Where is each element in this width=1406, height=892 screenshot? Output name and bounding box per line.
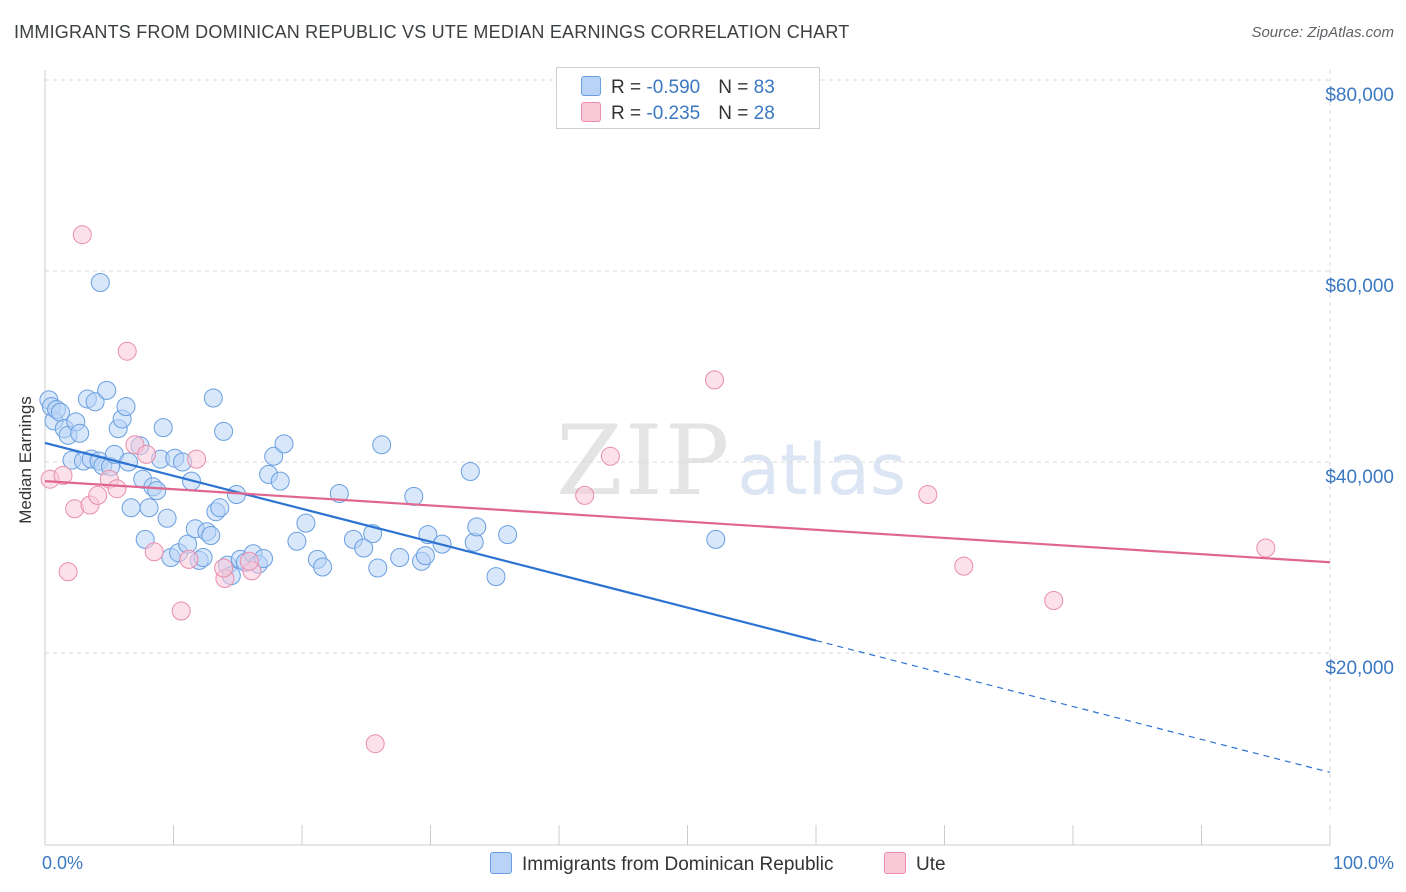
y-tick-label-0: $20,000	[1325, 658, 1394, 679]
point-ute-24	[1044, 591, 1064, 610]
point-dominican-44	[203, 388, 223, 408]
point-dominican-80	[498, 525, 518, 545]
point-ute-12	[144, 542, 164, 562]
point-ute-15	[187, 449, 207, 469]
source-label: Source: ZipAtlas.com	[1251, 24, 1394, 41]
point-ute-26	[214, 558, 234, 578]
point-dominican-29	[147, 481, 167, 501]
legend-item-ute: Ute	[884, 852, 946, 876]
point-ute-19	[575, 485, 595, 505]
trend-line-ute	[44, 480, 1331, 564]
point-dominican-16	[97, 380, 117, 400]
y-axis-label: Median Earnings	[16, 396, 35, 524]
point-dominican-13	[85, 392, 105, 412]
point-dominican-57	[264, 446, 284, 466]
point-dominican-23	[121, 498, 141, 518]
point-dominican-31	[153, 418, 173, 438]
point-ute-6	[88, 485, 108, 505]
point-ute-21	[705, 370, 724, 390]
point-dominican-21	[116, 397, 136, 417]
point-dominican-66	[354, 538, 374, 558]
point-dominican-46	[210, 498, 230, 518]
point-ute-14	[179, 549, 199, 569]
point-ute-18	[365, 734, 385, 754]
trend-line-dominican-extension	[815, 640, 1331, 773]
point-dominican-60	[296, 513, 316, 533]
point-dominican-32	[157, 508, 177, 528]
trend-line-dominican	[44, 441, 817, 642]
point-ute-25	[1256, 538, 1276, 558]
pink-swatch-icon	[581, 102, 601, 122]
legend-row-pink: R = -0.235 N = 28	[581, 102, 775, 126]
point-ute-1	[53, 465, 73, 485]
legend-row-blue: R = -0.590 N = 83	[581, 76, 775, 100]
point-ute-8	[107, 479, 127, 499]
point-dominican-64	[329, 484, 349, 503]
point-ute-22	[918, 485, 938, 504]
r-value-blue: -0.590	[646, 77, 701, 98]
pink-swatch-icon	[884, 852, 906, 874]
blue-swatch-icon	[581, 76, 601, 96]
point-dominican-9	[70, 423, 90, 443]
point-dominican-82	[90, 273, 110, 292]
legend-item-dominican: Immigrants from Dominican Republic	[490, 852, 834, 876]
y-tick-label-3: $80,000	[1325, 85, 1394, 106]
point-dominican-27	[139, 498, 159, 518]
point-ute-27	[239, 551, 259, 571]
n-value-pink: 28	[753, 103, 775, 124]
point-dominican-81	[706, 529, 726, 549]
point-dominican-79	[486, 567, 506, 587]
point-ute-20	[600, 446, 620, 466]
y-tick-label-2: $60,000	[1325, 276, 1394, 297]
point-dominican-47	[214, 421, 234, 441]
x-tick-min: 0.0%	[42, 853, 84, 873]
point-ute-23	[954, 556, 974, 576]
axes	[44, 70, 1331, 846]
point-dominican-69	[372, 435, 392, 455]
point-ute-2	[58, 562, 78, 582]
point-ute-9	[117, 341, 137, 361]
point-dominican-58	[270, 471, 290, 491]
point-dominican-70	[390, 548, 410, 567]
point-dominican-71	[404, 486, 424, 506]
y-tick-label-1: $40,000	[1325, 467, 1394, 488]
correlation-legend: R = -0.590 N = 83 R = -0.235 N = 28	[556, 67, 820, 129]
point-ute-13	[171, 601, 191, 621]
point-dominican-73	[415, 546, 435, 566]
n-value-blue: 83	[753, 77, 775, 98]
point-dominican-78	[467, 517, 487, 537]
point-dominican-68	[368, 558, 388, 578]
point-dominican-43	[201, 526, 221, 545]
x-tick-max: 100.0%	[1332, 853, 1394, 873]
point-dominican-63	[313, 557, 333, 577]
chart-title: IMMIGRANTS FROM DOMINICAN REPUBLIC VS UT…	[14, 22, 850, 42]
point-dominican-61	[287, 531, 307, 551]
blue-swatch-icon	[490, 852, 512, 874]
trend-lines	[44, 441, 1331, 773]
point-ute-4	[72, 225, 92, 245]
point-ute-11	[137, 444, 156, 464]
grid-lines	[45, 70, 1331, 815]
point-dominican-4	[50, 402, 70, 422]
point-dominican-59	[274, 434, 294, 454]
point-dominican-76	[460, 462, 480, 481]
r-value-pink: -0.235	[646, 103, 701, 124]
